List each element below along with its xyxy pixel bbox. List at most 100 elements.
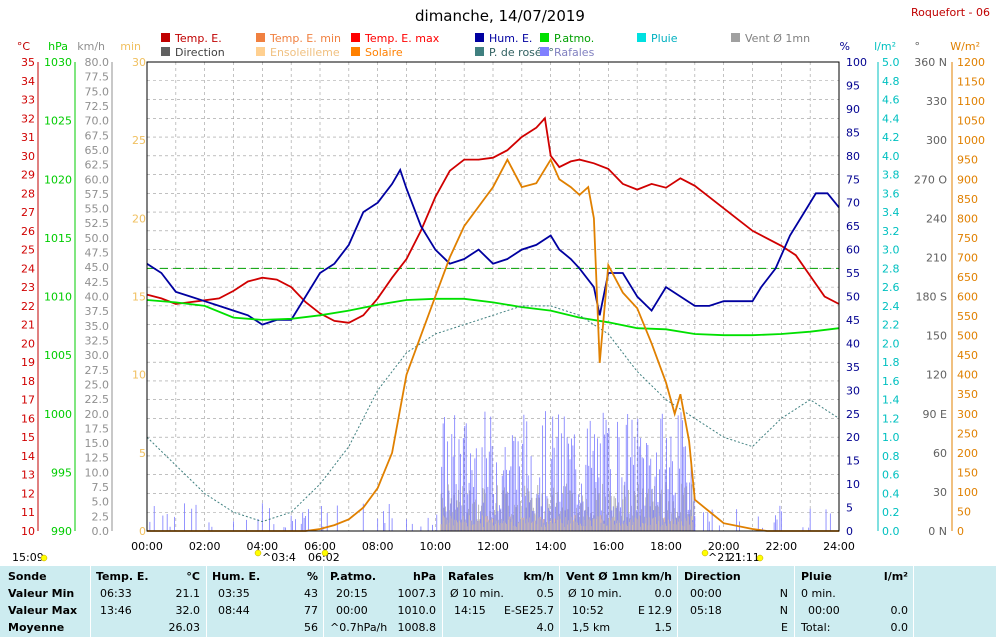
legend-label: P.atmo. (554, 32, 594, 45)
wind-tick-label: 0.0 (92, 525, 110, 538)
series-line-hum-e- (146, 167, 840, 326)
rain-tick-label: 0.8 (882, 450, 900, 463)
rain-tick-label: 3.2 (882, 225, 900, 238)
table-header-temp-unit: °C (186, 570, 200, 583)
dir-min-time: 00:00 (690, 587, 722, 600)
bottom-marker-label: 06:02 (308, 551, 340, 564)
x-tick-label: 20:00 (708, 540, 740, 553)
pressure-tick-label: 1020 (44, 173, 72, 186)
humidity-tick-label: 50 (846, 291, 860, 304)
direction-tick-label: 150 (926, 330, 947, 343)
table-header-rafales-unit: km/h (523, 570, 554, 583)
temp-min-value: 21.1 (175, 587, 201, 600)
pluie-min-label: 0 min. (801, 587, 836, 600)
solar-tick-label: 150 (957, 466, 978, 479)
temp-tick-label: 13 (21, 469, 35, 482)
solar-tick-label: 700 (957, 251, 978, 264)
pluie-max-time: 00:00 (808, 604, 840, 617)
temp-tick-label: 35 (21, 56, 35, 69)
humidity-tick-label: 20 (846, 431, 860, 444)
rain-tick-label: 3.8 (882, 169, 900, 182)
table-separator (794, 566, 795, 637)
temp-tick-label: 12 (21, 487, 35, 500)
rafales-min-label: Ø 10 min. (450, 587, 504, 600)
rafales-min-value: 0.5 (536, 587, 555, 600)
table-header-direction: Direction (684, 570, 741, 583)
wind-tick-label: 10.0 (85, 466, 110, 479)
rain-tick-label: 3.4 (882, 206, 900, 219)
wind-tick-label: 77.5 (85, 71, 110, 84)
temp-tick-label: 17 (21, 394, 35, 407)
direction-tick-label: 330 (926, 95, 947, 108)
dir-avg-value: E (781, 621, 788, 634)
rain-tick-label: 3.0 (882, 244, 900, 257)
rain-tick-label: 4.8 (882, 75, 900, 88)
chart-title: dimanche, 14/07/2019 (415, 7, 585, 25)
pluie-total-value: 0.0 (890, 621, 909, 634)
wind-tick-label: 70.0 (85, 115, 110, 128)
direction-tick-label: 0 N (928, 525, 947, 538)
sunshine-unit-label: min (120, 40, 141, 53)
x-tick-label: 24:00 (823, 540, 855, 553)
sunshine-tick-label: 15 (132, 291, 146, 304)
x-tick-label: 10:00 (419, 540, 451, 553)
rain-tick-label: 4.6 (882, 94, 900, 107)
humidity-tick-label: 80 (846, 150, 860, 163)
rain-tick-label: 1.4 (882, 394, 900, 407)
temp-tick-label: 29 (21, 169, 35, 182)
x-tick-label: 16:00 (592, 540, 624, 553)
hum-max-value: 77 (304, 604, 318, 617)
wind-tick-label: 35.0 (85, 320, 110, 333)
humidity-tick-label: 0 (846, 525, 853, 538)
wind-tick-label: 30.0 (85, 349, 110, 362)
x-tick-label: 02:00 (189, 540, 221, 553)
legend-swatch (540, 47, 549, 56)
table-header-hum-unit: % (306, 570, 318, 583)
x-tick-label: 18:00 (650, 540, 682, 553)
rafales-max-dir: E-SE (504, 604, 529, 617)
solar-tick-label: 850 (957, 193, 978, 206)
x-tick-label: 06:00 (304, 540, 336, 553)
wind-unit-label: km/h (77, 40, 105, 53)
vent-max-dir: E (638, 604, 645, 617)
temp-tick-label: 19 (21, 356, 35, 369)
sun-marker-icon (756, 554, 764, 562)
humidity-tick-label: 5 (846, 502, 853, 515)
table-separator (90, 566, 91, 637)
patmo-trend: ^0.7hPa/h (330, 621, 388, 634)
chart-axes: 10 11 12 13 14 15 16 17 18 19 20 21 22 23 24 25 26 27 28 29… (17, 40, 985, 538)
temp-min-time: 06:33 (100, 587, 132, 600)
table-separator (206, 566, 207, 637)
wind-tick-label: 2.5 (92, 510, 110, 523)
legend-label: Direction (175, 46, 225, 59)
temp-tick-label: 23 (21, 281, 35, 294)
humidity-tick-label: 95 (846, 79, 860, 92)
sun-marker-icon (254, 549, 262, 557)
chart-legend: Temp. E. Temp. E. min Temp. E. max Hum. E. P… (161, 32, 810, 59)
rain-tick-label: 2.0 (882, 337, 900, 350)
legend-swatch (475, 33, 484, 42)
humidity-tick-label: 25 (846, 408, 860, 421)
table-separator (677, 566, 678, 637)
sunshine-tick-label: 10 (132, 369, 146, 382)
legend-swatch (731, 33, 740, 42)
temp-tick-label: 33 (21, 94, 35, 107)
legend-label: Rafales (554, 46, 595, 59)
solar-tick-label: 500 (957, 330, 978, 343)
solar-tick-label: 300 (957, 408, 978, 421)
humidity-tick-label: 60 (846, 244, 860, 257)
x-tick-label: 12:00 (477, 540, 509, 553)
rain-tick-label: 2.8 (882, 262, 900, 275)
wind-tick-label: 47.5 (85, 247, 110, 260)
humidity-tick-label: 10 (846, 478, 860, 491)
legend-swatch (161, 33, 170, 42)
pressure-tick-label: 995 (51, 466, 72, 479)
table-header-pluie: Pluie (801, 570, 832, 583)
direction-tick-label: 240 (926, 212, 947, 225)
solar-tick-label: 750 (957, 232, 978, 245)
vent-min-value: 0.0 (654, 587, 673, 600)
table-separator (323, 566, 324, 637)
sun-marker-icon (701, 549, 709, 557)
temp-tick-label: 25 (21, 244, 35, 257)
temp-tick-label: 11 (21, 506, 35, 519)
